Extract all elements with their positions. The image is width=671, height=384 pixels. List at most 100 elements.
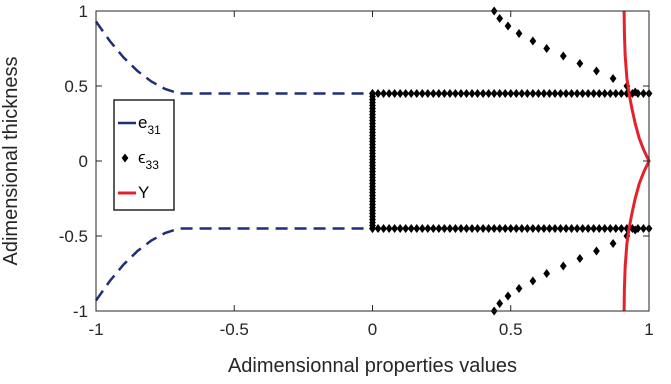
x-tick-label: -0.5 [220,320,249,339]
legend-label-main: ϵ [138,148,146,167]
data-point [374,89,382,98]
data-point [546,224,553,233]
data-point [435,224,443,233]
data-point [452,89,459,98]
legend-marker [121,153,129,163]
data-point [606,89,614,98]
data-point [424,89,432,98]
data-point [559,51,567,61]
data-point [515,284,523,293]
data-point [590,224,598,233]
data-point [418,89,426,98]
data-point [452,224,459,233]
series-line [94,20,373,95]
data-point [634,89,642,98]
data-point [576,254,584,263]
data-point [540,89,548,98]
data-point [490,89,498,98]
data-point [385,89,393,98]
data-point [535,224,542,233]
data-point [479,224,487,233]
data-point [474,224,481,233]
data-point [504,21,512,31]
data-point [562,224,570,233]
data-point [617,89,625,98]
data-point [479,89,487,98]
data-point [468,89,476,98]
y-axis-title: Adimensional thickness [0,57,22,266]
data-point [609,239,617,248]
series-1 [369,6,653,316]
data-point [396,224,404,233]
data-point [463,224,470,233]
data-point [579,89,587,98]
data-point [518,224,526,233]
legend-label-main: Y [138,183,149,202]
x-axis-title: Adimensionnal properties values [228,355,517,377]
data-point [446,89,454,98]
data-point [640,89,647,98]
data-point [612,89,620,98]
data-point [496,14,504,23]
data-point [518,89,526,98]
x-tick-label: 0 [368,320,377,339]
data-point [593,246,600,256]
data-point [429,224,437,233]
data-point [529,89,537,98]
data-point [515,29,523,38]
data-point [369,224,376,233]
data-point [562,89,570,98]
data-point [568,89,575,98]
data-point [413,89,421,98]
x-tick-label: 1 [644,320,653,339]
data-point [391,89,398,98]
data-point [640,224,647,233]
data-point [584,224,592,233]
data-point [595,224,603,233]
data-point [374,224,382,233]
data-point [474,89,481,98]
data-point [543,269,551,278]
data-point [485,224,493,233]
data-point [546,89,553,98]
data-point [435,89,443,98]
data-point [385,224,393,233]
data-point [396,89,404,98]
data-point [468,224,476,233]
data-point [593,66,600,76]
data-point [501,89,509,98]
data-point [579,224,587,233]
y-tick-label: 1 [79,2,88,21]
legend-label: ϵ33 [138,148,159,172]
x-tick-label: -1 [88,320,103,339]
series-0 [94,20,373,302]
data-point [407,89,415,98]
data-point [429,89,437,98]
data-point [631,225,639,235]
data-point [496,224,504,233]
data-point [391,224,398,233]
y-tick-label: -0.5 [59,227,88,246]
data-point [617,224,625,233]
data-point [501,224,509,233]
data-point [457,224,465,233]
y-tick-label: -1 [73,302,88,321]
legend-label: Y [138,183,149,202]
series-line [94,227,373,302]
data-point [573,224,581,233]
data-point [606,224,614,233]
x-tick-label: 0.5 [499,320,523,339]
data-point [490,224,498,233]
data-point [418,224,426,233]
data-point [609,74,617,83]
data-point [402,224,410,233]
data-point [407,224,415,233]
data-point [551,89,559,98]
y-tick-label: 0.5 [64,77,88,96]
data-point [529,224,537,233]
data-point [535,89,542,98]
data-point [523,224,531,233]
data-point [496,89,504,98]
